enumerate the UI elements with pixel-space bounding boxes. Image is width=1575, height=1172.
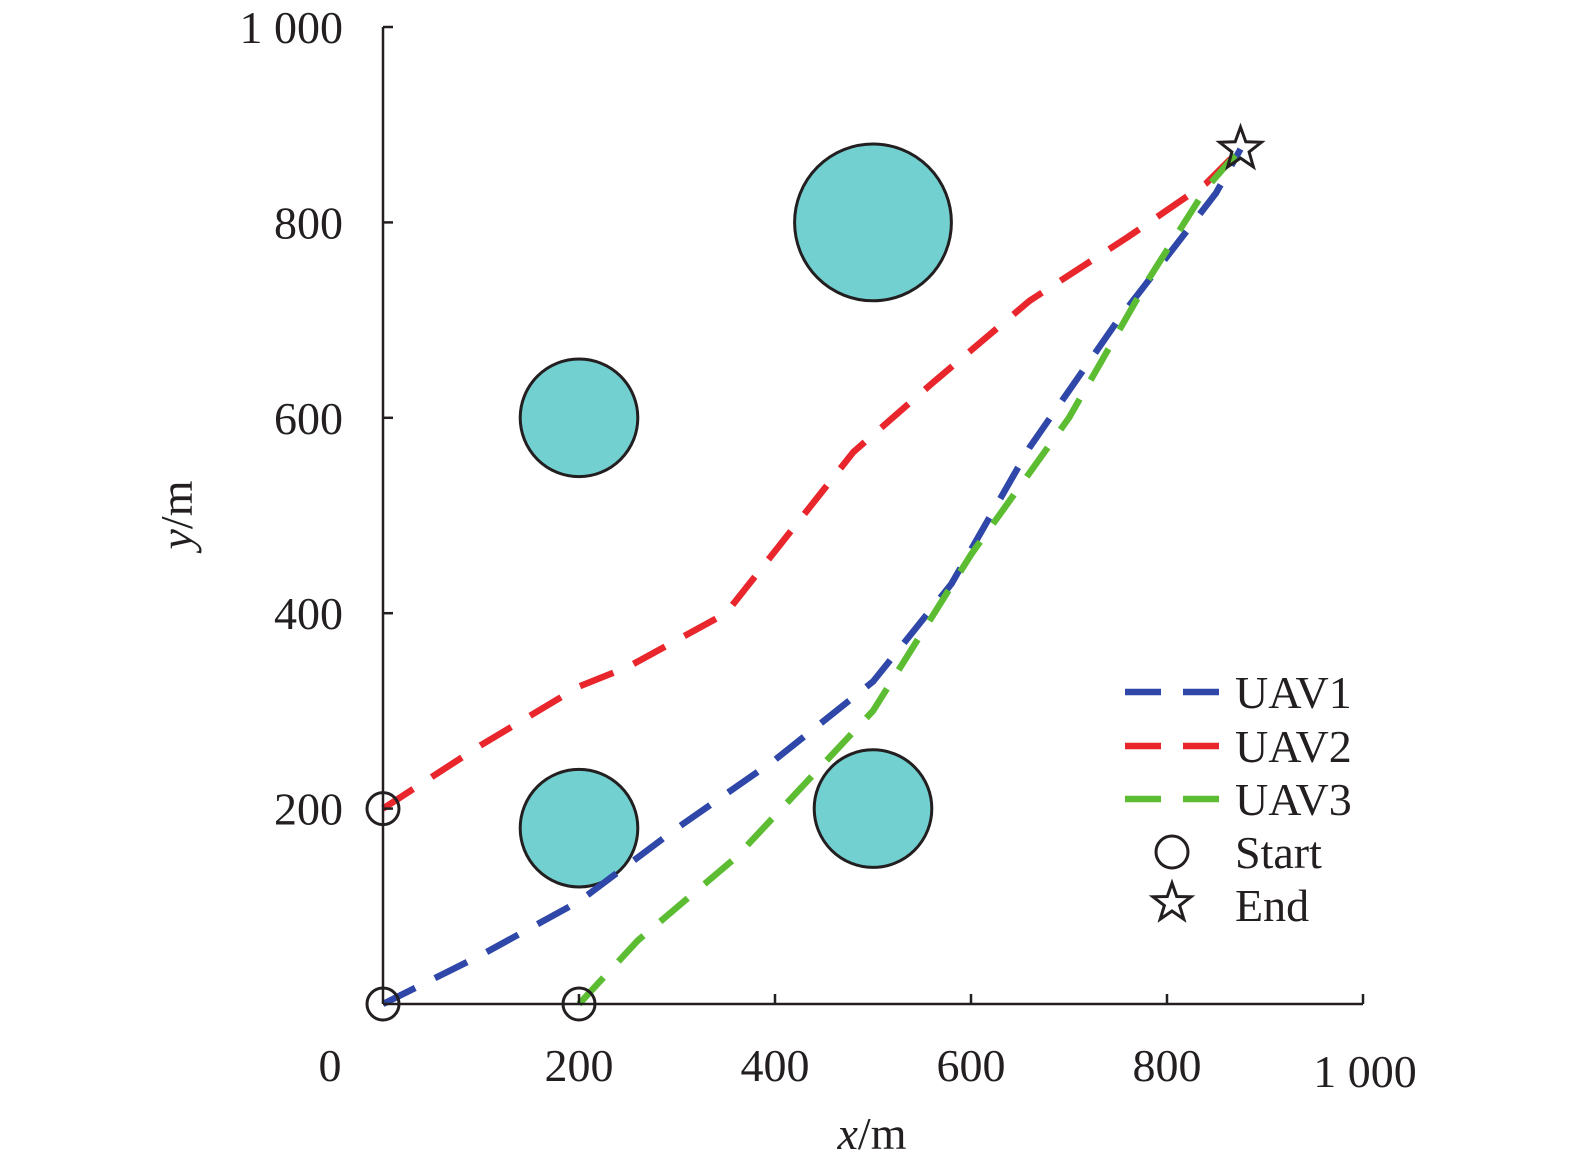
obstacle-circle-3 [518, 767, 640, 889]
y-axis-label: y/m [151, 480, 202, 553]
x-tick-label: 600 [937, 1040, 1006, 1091]
series-line-uav1 [381, 147, 1244, 1007]
y-tick-label: 400 [274, 588, 343, 639]
x-tick-label: 1 000 [1313, 1046, 1417, 1097]
start-marker-1 [365, 986, 401, 1022]
obstacle-circle-4 [812, 748, 934, 869]
marker-layer [365, 122, 1266, 1022]
x-tick-label: 200 [545, 1040, 614, 1091]
obstacle-layer [518, 142, 953, 889]
x-axis-unit: /m [858, 1108, 907, 1159]
x-tick-label: 800 [1133, 1040, 1202, 1091]
x-tick-label: 0 [319, 1040, 342, 1091]
y-axis-var: y [151, 528, 202, 553]
legend-end-marker [1148, 878, 1196, 923]
axes-layer [381, 27, 1363, 1006]
legend-label-end: End [1235, 880, 1309, 931]
legend: UAV1 UAV2 UAV3 Start End [1125, 667, 1352, 931]
y-tick-label: 1 000 [240, 2, 344, 53]
y-tick-label: 200 [274, 784, 343, 835]
x-axis-var: x [837, 1108, 859, 1159]
start-marker-2 [365, 791, 401, 827]
x-axis-label: x/m [837, 1108, 907, 1159]
legend-start-marker [1154, 834, 1190, 870]
legend-label-uav1: UAV1 [1235, 667, 1352, 718]
obstacle-circle-2 [793, 142, 953, 303]
series-line-uav3 [576, 146, 1243, 1007]
y-tick-label: 600 [274, 393, 343, 444]
tick-layer: 0 200 400 600 800 1 000 200 400 600 800 1 000 [240, 2, 1417, 1097]
series-line-uav2 [381, 146, 1243, 812]
start-marker-3 [561, 986, 597, 1022]
end-marker-1 [1215, 122, 1266, 171]
legend-label-start: Start [1235, 827, 1322, 878]
y-axis-unit: /m [151, 480, 202, 529]
x-tick-label: 400 [741, 1040, 810, 1091]
legend-label-uav3: UAV3 [1235, 774, 1352, 825]
legend-label-uav2: UAV2 [1235, 721, 1352, 772]
obstacle-circle-1 [518, 357, 640, 479]
series-layer [381, 146, 1244, 1007]
y-tick-label: 800 [274, 197, 343, 248]
